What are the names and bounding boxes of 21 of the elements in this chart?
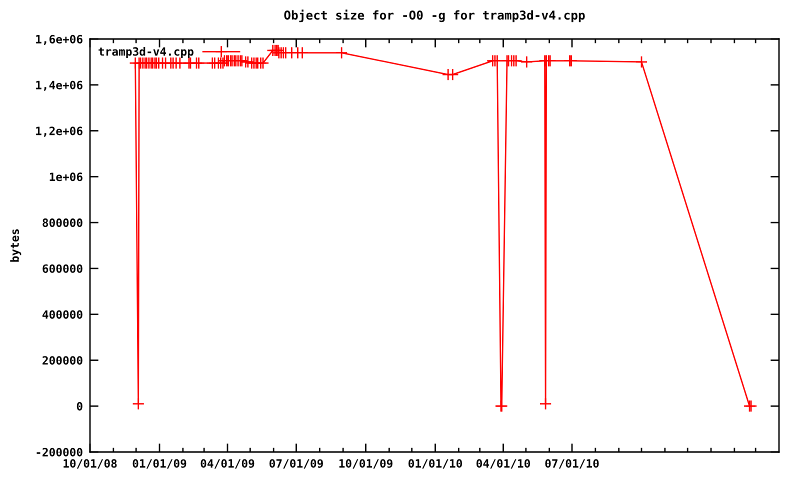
y-tick-label: 1,2e+06 (36, 126, 82, 137)
x-tick-label: 04/01/10 (476, 459, 530, 469)
y-tick-label: 0 (76, 402, 82, 411)
y-tick-label: 1,6e+06 (36, 34, 82, 45)
x-tick-label: 10/01/09 (339, 459, 392, 469)
x-tick-label: 01/01/09 (132, 459, 186, 469)
y-tick-label: 200000 (42, 356, 82, 365)
y-axis-title: bytes (10, 229, 22, 262)
chart-title: Object size for -O0 -g for tramp3d-v4.cpp (284, 10, 585, 22)
x-tick-label: 04/01/09 (200, 459, 254, 469)
x-tick-label: 07/01/09 (270, 459, 323, 469)
y-tick-label: -200000 (36, 448, 82, 456)
y-tick-label: 400000 (42, 310, 82, 319)
y-tick-label: 1e+06 (50, 172, 82, 182)
y-tick-label: 600000 (42, 264, 82, 273)
y-tick-label: 800000 (42, 218, 82, 228)
x-tick-label: 01/01/10 (408, 459, 462, 469)
y-tick-label: 1,4e+06 (36, 80, 82, 91)
legend-label: tramp3d-v4.cpp (98, 46, 194, 58)
x-tick-label: 10/01/08 (64, 459, 117, 469)
x-tick-label: 07/01/10 (545, 459, 599, 469)
